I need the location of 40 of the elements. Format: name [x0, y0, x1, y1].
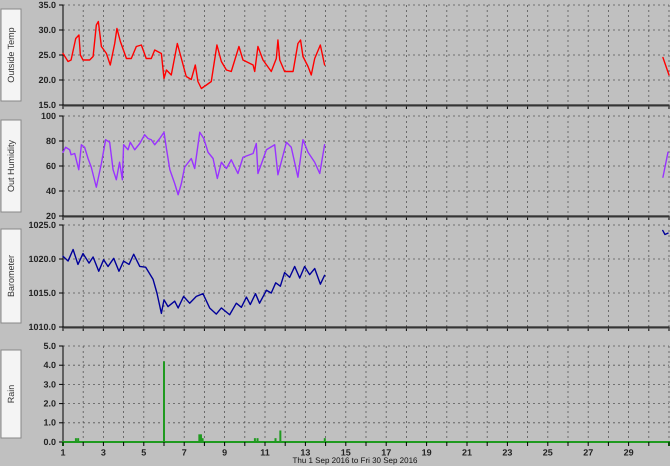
- y-tick-label: 5.0: [43, 340, 56, 351]
- y-tick-label: 35.0: [38, 0, 56, 10]
- y-tick-label: 100: [40, 110, 56, 121]
- x-tick-label: 5: [141, 447, 146, 458]
- y-tick-label: 30.0: [38, 24, 56, 35]
- y-tick-label: 25.0: [38, 50, 56, 60]
- y-tick-label: 3.0: [43, 379, 56, 390]
- y-tick-label: 15.0: [38, 100, 56, 110]
- y-tick-label: 1025.0: [28, 220, 56, 230]
- y-tick-label: 0.0: [43, 436, 56, 447]
- y-axis-title: Out Humidity: [6, 139, 16, 192]
- y-tick-label: 1010.0: [28, 322, 56, 332]
- y-tick-label: 20: [46, 210, 56, 221]
- x-tick-label: 3: [100, 447, 106, 458]
- y-tick-label: 1015.0: [28, 288, 56, 298]
- x-tick-label: 15: [340, 447, 351, 458]
- y-tick-label: 60: [46, 160, 56, 171]
- x-tick-label: 11: [260, 447, 270, 458]
- x-tick-label: 21: [462, 447, 472, 458]
- y-axis-title: Barometer: [6, 254, 16, 298]
- y-axis-title: Rain: [6, 384, 16, 404]
- x-tick-label: 23: [502, 447, 512, 458]
- x-tick-label: 1: [60, 447, 66, 458]
- y-tick-label: 1020.0: [28, 254, 56, 264]
- x-tick-label: 17: [381, 447, 392, 458]
- x-tick-label: 19: [422, 447, 432, 458]
- x-tick-label: 9: [222, 447, 228, 458]
- y-tick-label: 1.0: [43, 418, 56, 428]
- y-tick-label: 2.0: [43, 398, 56, 408]
- x-tick-label: 7: [182, 447, 187, 458]
- y-axis-title: Outside Temp: [6, 27, 16, 83]
- x-tick-label: 29: [624, 447, 634, 458]
- y-tick-label: 4.0: [43, 360, 56, 370]
- x-axis-title: Thu 1 Sep 2016 to Fri 30 Sep 2016: [292, 456, 418, 465]
- y-tick-label: 40: [46, 186, 56, 196]
- x-tick-label: 13: [300, 447, 310, 458]
- y-tick-label: 80: [46, 136, 56, 146]
- y-tick-label: 20.0: [38, 74, 56, 85]
- x-tick-label: 25: [542, 447, 553, 458]
- x-tick-label: 27: [583, 447, 594, 458]
